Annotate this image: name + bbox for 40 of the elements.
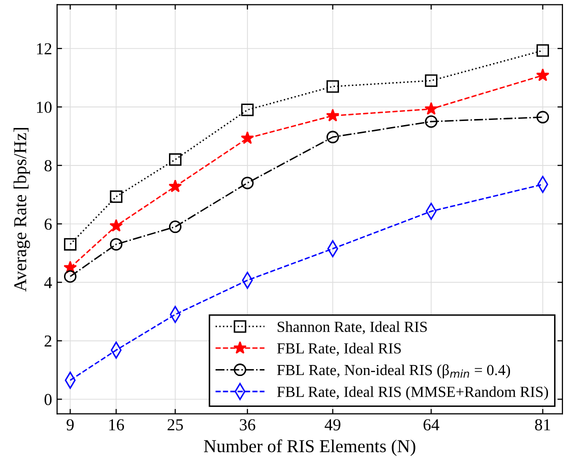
x-tick-label: 81 [535,419,550,430]
y-tick-label: 6 [44,218,52,230]
point [110,190,122,203]
point [110,218,123,232]
legend-label: FBL Rate, Ideal RIS [277,342,401,356]
x-tick-label: 64 [424,419,440,430]
y-tick-label: 2 [44,336,52,347]
point [168,153,182,166]
y-tick-label: 0 [44,394,52,406]
x-tick-label: 49 [324,419,340,430]
y-tick-label: 10 [37,102,52,113]
y-tick-label: 12 [37,43,52,54]
point [240,131,254,144]
point [168,180,182,192]
point [424,102,438,115]
point [536,110,549,124]
point [424,115,438,128]
point [241,104,254,116]
point [326,108,340,122]
point [536,68,550,82]
point [536,44,549,57]
point [241,176,254,190]
point [326,130,339,144]
point [326,80,339,93]
legend-label: Shannon Rate, Ideal RIS [278,321,427,334]
point [64,270,76,283]
y-tick-label: 8 [44,160,52,172]
legend-label: FBL Rate, Non-ideal RIS (β$_{min}$ = 0.4) [277,364,510,378]
y-axis-title: Average Rate [bps/Hz] [14,128,30,292]
x-tick-label: 16 [109,419,124,430]
x-tick-label: 9 [66,419,74,430]
x-tick-label: 25 [168,419,183,430]
legend-label: FBL Rate, Ideal RIS (MMSE+Random RIS) [277,386,548,400]
x-axis-title: Number of RIS Elements (N) [204,439,416,456]
point [110,238,122,251]
point [168,220,182,234]
point [424,74,438,87]
point [64,238,76,251]
y-tick-label: 4 [44,277,52,288]
x-tick-label: 36 [240,419,256,430]
